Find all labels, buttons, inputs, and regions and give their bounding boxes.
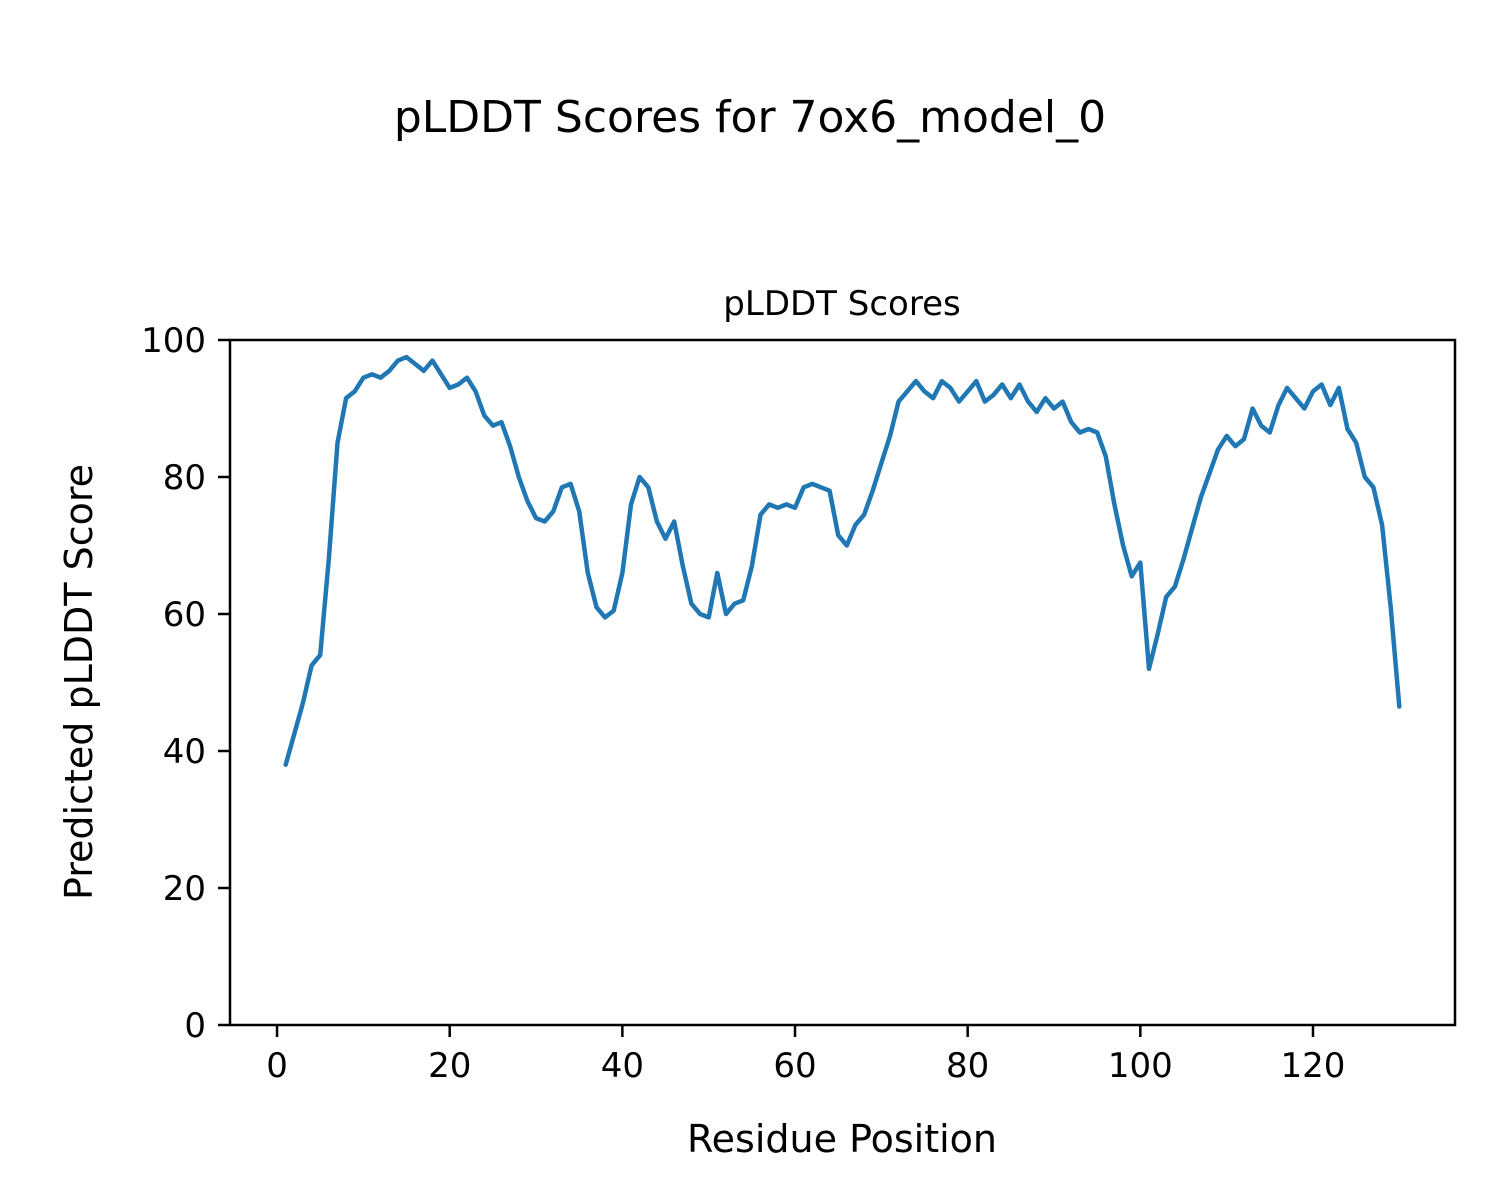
y-tick-label: 80	[163, 458, 206, 498]
axis-ticks: 0 20 40 60 80 100 120 0 20 40 60 80 100	[141, 321, 1345, 1086]
y-tick-label: 60	[163, 595, 206, 635]
y-tick-label: 100	[141, 321, 206, 361]
x-tick-label: 40	[601, 1046, 644, 1086]
y-tick-label: 40	[163, 732, 206, 772]
axes-frame	[228, 338, 1457, 1027]
x-tick-label: 20	[428, 1046, 471, 1086]
axes-title: pLDDT Scores	[723, 284, 960, 324]
plddt-line	[283, 354, 1402, 767]
x-tick-label: 60	[773, 1046, 816, 1086]
y-tick-label: 20	[163, 869, 206, 909]
x-tick-label: 120	[1281, 1046, 1346, 1086]
y-axis-label: Predicted pLDDT Score	[57, 464, 101, 900]
figure-title: pLDDT Scores for 7ox6_model_0	[394, 92, 1106, 143]
x-tick-label: 0	[266, 1046, 288, 1086]
y-tick-label: 0	[184, 1006, 206, 1046]
x-tick-label: 100	[1108, 1046, 1173, 1086]
x-tick-label: 80	[946, 1046, 989, 1086]
x-axis-label: Residue Position	[687, 1117, 997, 1161]
